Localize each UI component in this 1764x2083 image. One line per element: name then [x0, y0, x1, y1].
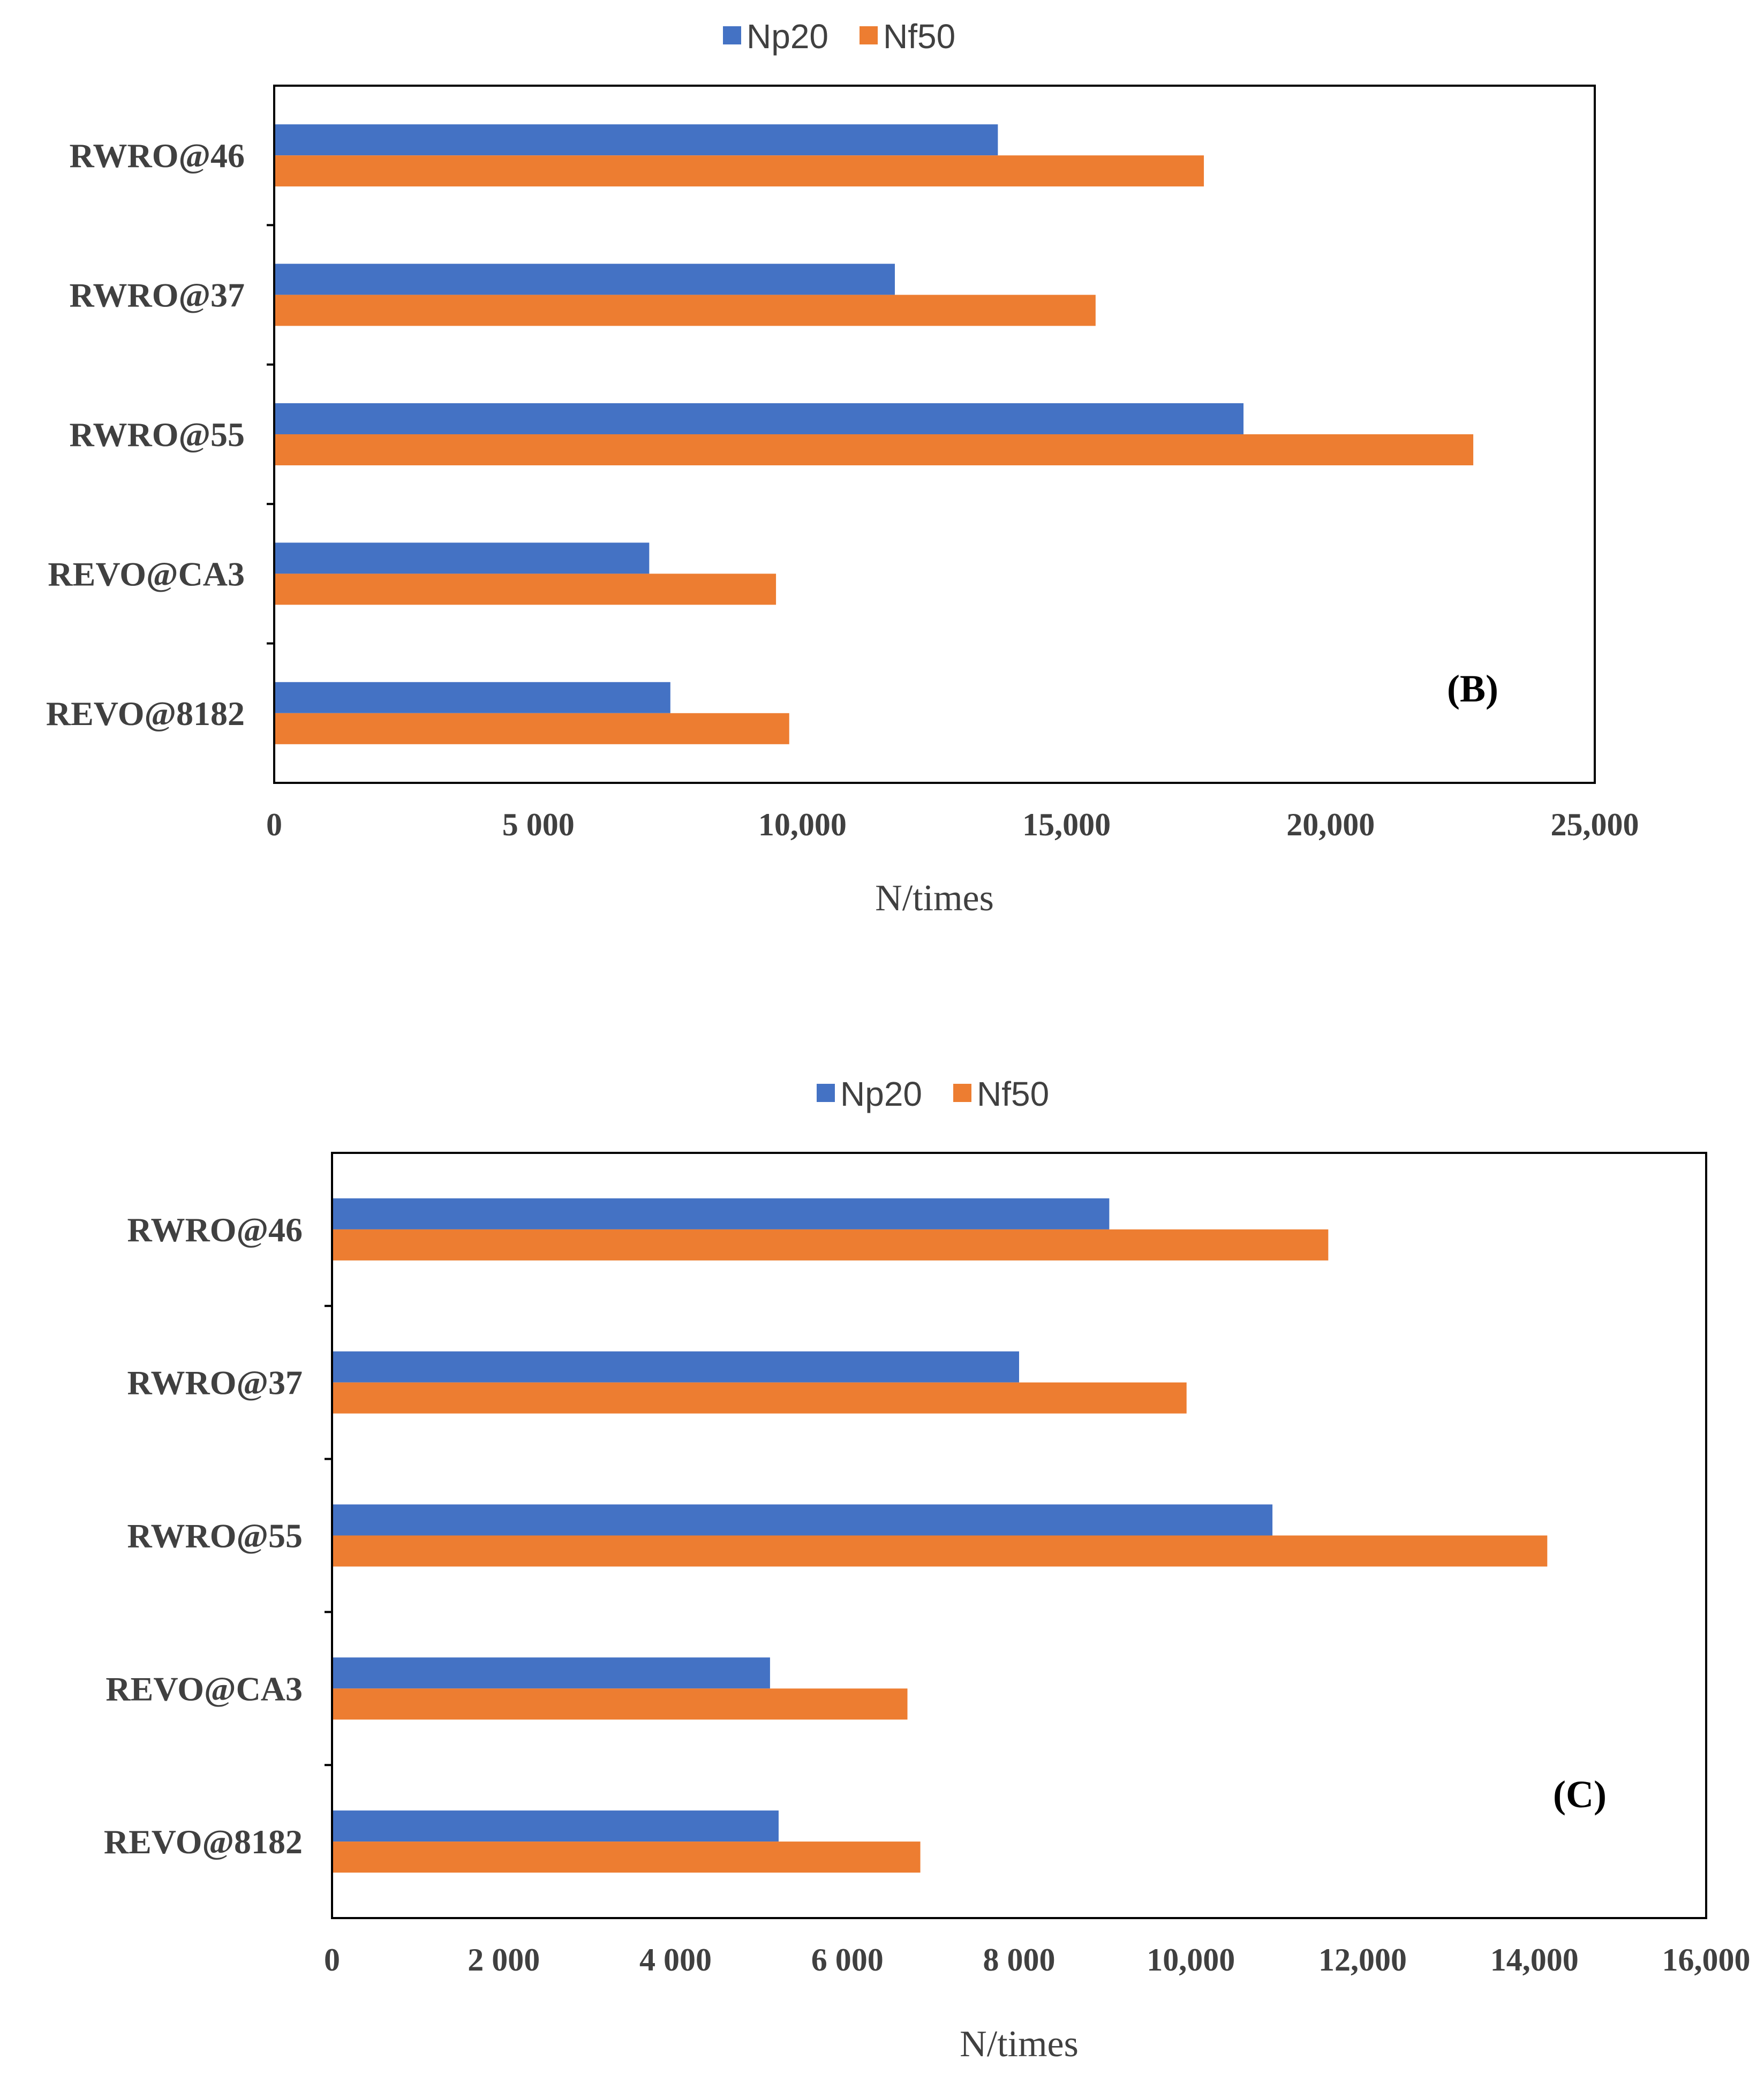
x-tick-label: 10,000	[758, 807, 847, 842]
bar-nf50-rwro-55	[333, 1535, 1548, 1567]
legend-label-nf50: Nf50	[883, 17, 955, 56]
bar-np20-rwro-37	[333, 1351, 1019, 1383]
category-label-rwro-55: RWRO@55	[127, 1517, 303, 1555]
panel-label: (B)	[1447, 667, 1498, 710]
legend-swatch-np20	[723, 26, 741, 44]
category-label-revo-ca3: REVO@CA3	[48, 555, 245, 593]
x-tick-label: 2 000	[468, 1942, 540, 1978]
x-axis-title: N/times	[875, 878, 994, 919]
category-label-rwro-46: RWRO@46	[127, 1211, 303, 1249]
category-label-rwro-46: RWRO@46	[70, 137, 245, 175]
bar-nf50-rwro-55	[275, 434, 1474, 465]
x-tick-label: 10,000	[1147, 1942, 1235, 1978]
bar-nf50-rwro-37	[333, 1382, 1187, 1414]
x-tick-label: 20,000	[1286, 807, 1375, 842]
category-label-rwro-37: RWRO@37	[127, 1364, 303, 1402]
bar-nf50-revo-8182	[333, 1842, 921, 1873]
legend-swatch-nf50	[953, 1084, 971, 1102]
bar-np20-rwro-37	[275, 263, 895, 295]
bar-np20-revo-ca3	[333, 1657, 770, 1689]
bar-np20-rwro-46	[275, 124, 998, 156]
bar-np20-revo-ca3	[275, 542, 650, 574]
bar-nf50-revo-ca3	[275, 573, 777, 605]
x-tick-label: 8 000	[983, 1942, 1056, 1978]
legend-label-np20: Np20	[840, 1075, 922, 1113]
chart-panel-c: RWRO@46 RWRO@37 RWRO@55 REVO@CA3 REVO@8182 0 2…	[104, 1075, 1751, 2065]
bar-nf50-rwro-46	[333, 1229, 1329, 1261]
x-tick-label: 25,000	[1551, 807, 1639, 842]
category-label-revo-8182: REVO@8182	[104, 1823, 303, 1861]
bar-nf50-revo-8182	[275, 713, 789, 744]
category-label-rwro-37: RWRO@37	[70, 276, 245, 314]
category-label-revo-8182: REVO@8182	[46, 695, 245, 733]
x-tick-label: 12,000	[1318, 1942, 1407, 1978]
bar-nf50-rwro-37	[275, 295, 1096, 326]
x-tick-label: 5 000	[502, 807, 575, 842]
bar-nf50-rwro-46	[275, 155, 1204, 187]
x-tick-label: 0	[324, 1942, 340, 1978]
plot-area-frame	[331, 1152, 1707, 1919]
x-tick-label: 16,000	[1662, 1942, 1751, 1978]
bar-np20-rwro-46	[333, 1198, 1110, 1229]
x-tick-label: 0	[266, 807, 282, 842]
plot-area-frame	[273, 85, 1596, 784]
x-tick-label: 15,000	[1022, 807, 1111, 842]
legend-label-nf50: Nf50	[977, 1075, 1049, 1113]
panel-label: (C)	[1553, 1773, 1607, 1816]
bar-nf50-revo-ca3	[333, 1688, 908, 1720]
x-axis-title: N/times	[960, 2024, 1079, 2065]
bar-np20-rwro-55	[333, 1504, 1273, 1536]
legend: Np20 Nf50	[817, 1075, 1049, 1113]
legend-swatch-nf50	[860, 26, 878, 44]
x-tick-label: 6 000	[811, 1942, 884, 1978]
bar-np20-revo-8182	[275, 682, 670, 713]
chart-panel-b: RWRO@46 RWRO@37 RWRO@55 REVO@CA3 REVO@8182 0 5…	[46, 17, 1639, 919]
legend-swatch-np20	[817, 1084, 835, 1102]
category-label-rwro-55: RWRO@55	[70, 416, 245, 454]
bar-np20-rwro-55	[275, 403, 1244, 434]
x-tick-label: 4 000	[639, 1942, 712, 1978]
legend-label-np20: Np20	[747, 17, 828, 56]
category-label-revo-ca3: REVO@CA3	[105, 1670, 303, 1708]
legend: Np20 Nf50	[723, 17, 955, 56]
x-tick-label: 14,000	[1490, 1942, 1579, 1978]
bar-np20-revo-8182	[333, 1810, 779, 1842]
